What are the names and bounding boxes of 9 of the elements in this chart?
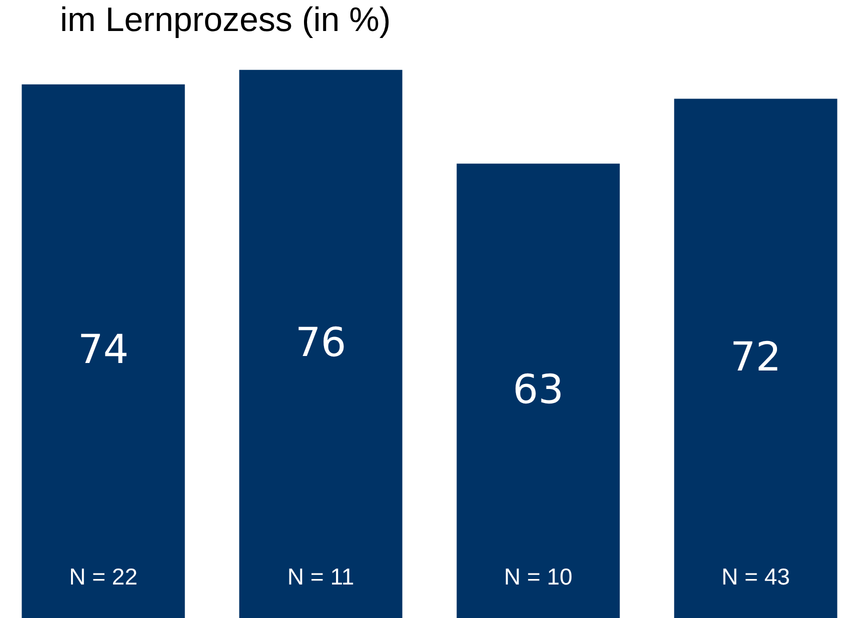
data-label: 63: [512, 366, 564, 413]
chart-title: im Lernprozess (in %): [60, 1, 391, 39]
data-label: 74: [78, 327, 129, 374]
x-tick-label: N = 22: [69, 564, 138, 590]
data-label: 72: [730, 334, 782, 380]
data-label: 76: [295, 320, 346, 366]
x-tick-label: N = 11: [287, 564, 354, 590]
x-tick-label: N = 10: [504, 564, 572, 590]
x-tick-label: N = 43: [722, 564, 790, 590]
